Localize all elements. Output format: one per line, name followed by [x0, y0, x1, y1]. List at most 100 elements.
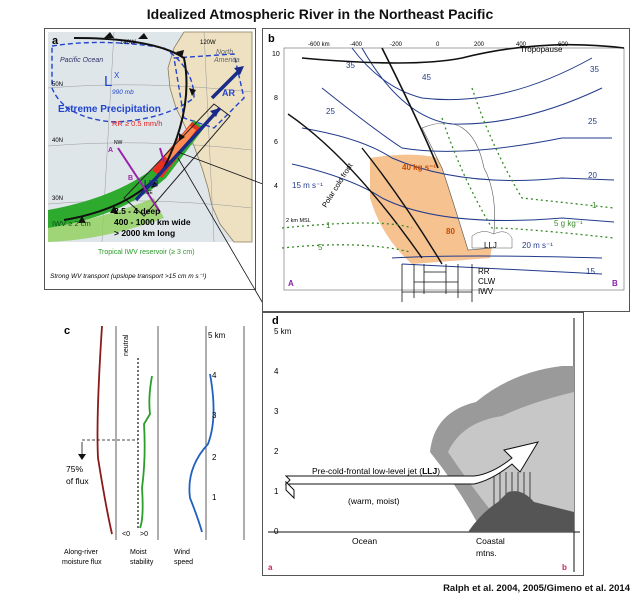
isotach-label-2: 45 [422, 73, 431, 82]
section-line-nw-se [159, 147, 165, 163]
low-pressure-label: 990 mb [112, 89, 134, 96]
panel-c-letter: c [64, 325, 70, 337]
wind-label-1: Wind [174, 549, 190, 556]
dims-deep: 2.5 - 4 deep [114, 206, 160, 216]
d-km-tick-4: 4 [274, 367, 279, 376]
x-tick-3: -200 [390, 42, 403, 48]
moisture-flux-curve [96, 325, 113, 535]
moisture-1-label: 1 [326, 221, 331, 230]
profile-axes [115, 326, 245, 540]
x-tick-4: 0 [436, 42, 440, 48]
cold-front [63, 37, 188, 221]
isotach-label-7: 15 [586, 267, 595, 276]
isotach-label-4: 25 [326, 107, 335, 116]
warm-moist-label: (warm, moist) [348, 496, 400, 506]
neutral-label: neutral [123, 334, 130, 356]
gt0-label: >0 [140, 531, 148, 538]
nw-label: NW [114, 140, 123, 146]
y-tick-10: 10 [272, 51, 280, 58]
panel-d-letter: d [272, 315, 279, 327]
lon-label-120: 120W [200, 40, 216, 46]
flux-axis-label-1: Along-river [64, 549, 99, 556]
rr-clw-iwv-brackets [401, 264, 473, 302]
iwv-label-b: IWV [478, 287, 494, 296]
llj-arrow [134, 106, 222, 202]
llj-arrow-tail [285, 480, 295, 500]
moisture-contours [281, 87, 615, 253]
ocean-label: Ocean [352, 536, 377, 546]
cross-section-box [123, 103, 231, 217]
d-km-tick-0: 0 [274, 527, 279, 536]
point-a-label: A [108, 147, 113, 154]
isotach-labels: 35 45 35 25 25 20 15 [326, 61, 599, 276]
iwv-label: IWV ≥ 2 cm [52, 219, 91, 228]
km-msl-label: 2 km MSL [286, 218, 311, 224]
km-tick-1: 1 [212, 493, 217, 502]
d-km-tick-5: 5 km [274, 327, 292, 336]
ar-band [48, 120, 204, 228]
panel-a-letter: a [52, 35, 59, 47]
dims-wide: 400 - 1000 km wide [114, 217, 191, 227]
lt0-label: <0 [122, 531, 130, 538]
clw-label-b: CLW [478, 277, 496, 286]
y-tick-8: 8 [274, 95, 278, 102]
stability-label-1: Moist [130, 549, 147, 556]
connector-to-b [177, 151, 269, 187]
land-area [167, 31, 253, 243]
low-cloud [471, 231, 513, 249]
north-label: North [216, 49, 233, 56]
tropopause-line [301, 43, 625, 64]
flux-axis-label-2: moisture flux [62, 559, 102, 566]
panel-a-caption: Strong WV transport (upslope transport >… [50, 273, 206, 280]
credit-line: Ralph et al. 2004, 2005/Gimeno et al. 20… [443, 583, 630, 594]
plot-frame [283, 47, 625, 291]
wind-unit-label: 15 m s⁻¹ [292, 181, 323, 190]
pacific-ocean-label: Pacific Ocean [60, 57, 103, 64]
section-line-ab [117, 147, 161, 213]
y-tick-4: 4 [274, 183, 278, 190]
wind-speed-curve [188, 373, 215, 533]
wind-unit-label-2: 20 m s⁻¹ [522, 241, 553, 250]
isotach-label-1: 35 [346, 61, 355, 70]
rr-label-b: RR [478, 267, 490, 276]
panel-c-profiles: c neutral 75% of flux <0 >0 5 km 4 3 2 1… [62, 325, 245, 566]
panel-d-schematic: d 5 km 4 3 2 1 0 Pre-cold-frontal low-le… [262, 312, 584, 576]
end-b-label: B [612, 279, 618, 288]
km-tick-4: 4 [212, 371, 217, 380]
low-sup: X [114, 71, 120, 80]
panel-d-km-ticks: 5 km 4 3 2 1 0 [274, 327, 292, 536]
x-axis-ticks: -600 km -400 -200 0 200 400 600 [308, 42, 569, 48]
connector-to-d [177, 157, 269, 313]
flux-of-label: of flux [66, 476, 89, 486]
vapor-flux-label: 40 kg s⁻¹ [402, 163, 436, 172]
extreme-precip-label: Extreme Precipitation [58, 104, 161, 115]
km-tick-2: 2 [212, 453, 217, 462]
flux-pct-label: 75% [66, 464, 83, 474]
figure-title: Idealized Atmospheric River in the North… [146, 6, 494, 22]
tropopause-label: Tropopause [520, 45, 563, 54]
end-a-label: A [288, 279, 294, 288]
lat-label-30: 30N [52, 196, 63, 202]
ar-arrowhead [234, 66, 244, 75]
d-km-tick-2: 2 [274, 447, 279, 456]
x-tick-6: 400 [516, 42, 527, 48]
coastal-label: Coastal [476, 536, 505, 546]
x-tick-7: 600 [558, 42, 569, 48]
llj-cross-label: LLJ [484, 241, 497, 250]
polar-front-upper [287, 113, 423, 259]
isotachs [291, 47, 615, 275]
x-tick-5: 200 [474, 42, 485, 48]
corner-a-label: a [268, 563, 273, 572]
x-tick-1: -600 km [308, 42, 330, 48]
america-label: America [213, 57, 240, 64]
km-tick-5: 5 km [208, 331, 226, 340]
panel-a-map: a 140W 120W 50N 40N 30N Pacific Ocean No… [44, 28, 256, 290]
rr-label: RR ≥ 0.5 mm/h [112, 119, 162, 128]
y-tick-6: 6 [274, 139, 278, 146]
ar-arrow [210, 68, 242, 100]
tropical-reservoir [48, 198, 164, 242]
moisture-unit-label: 5 g kg⁻¹ [554, 219, 583, 228]
km-ticks: 5 km 4 3 2 1 [208, 331, 226, 502]
point-b-label: B [128, 175, 133, 182]
